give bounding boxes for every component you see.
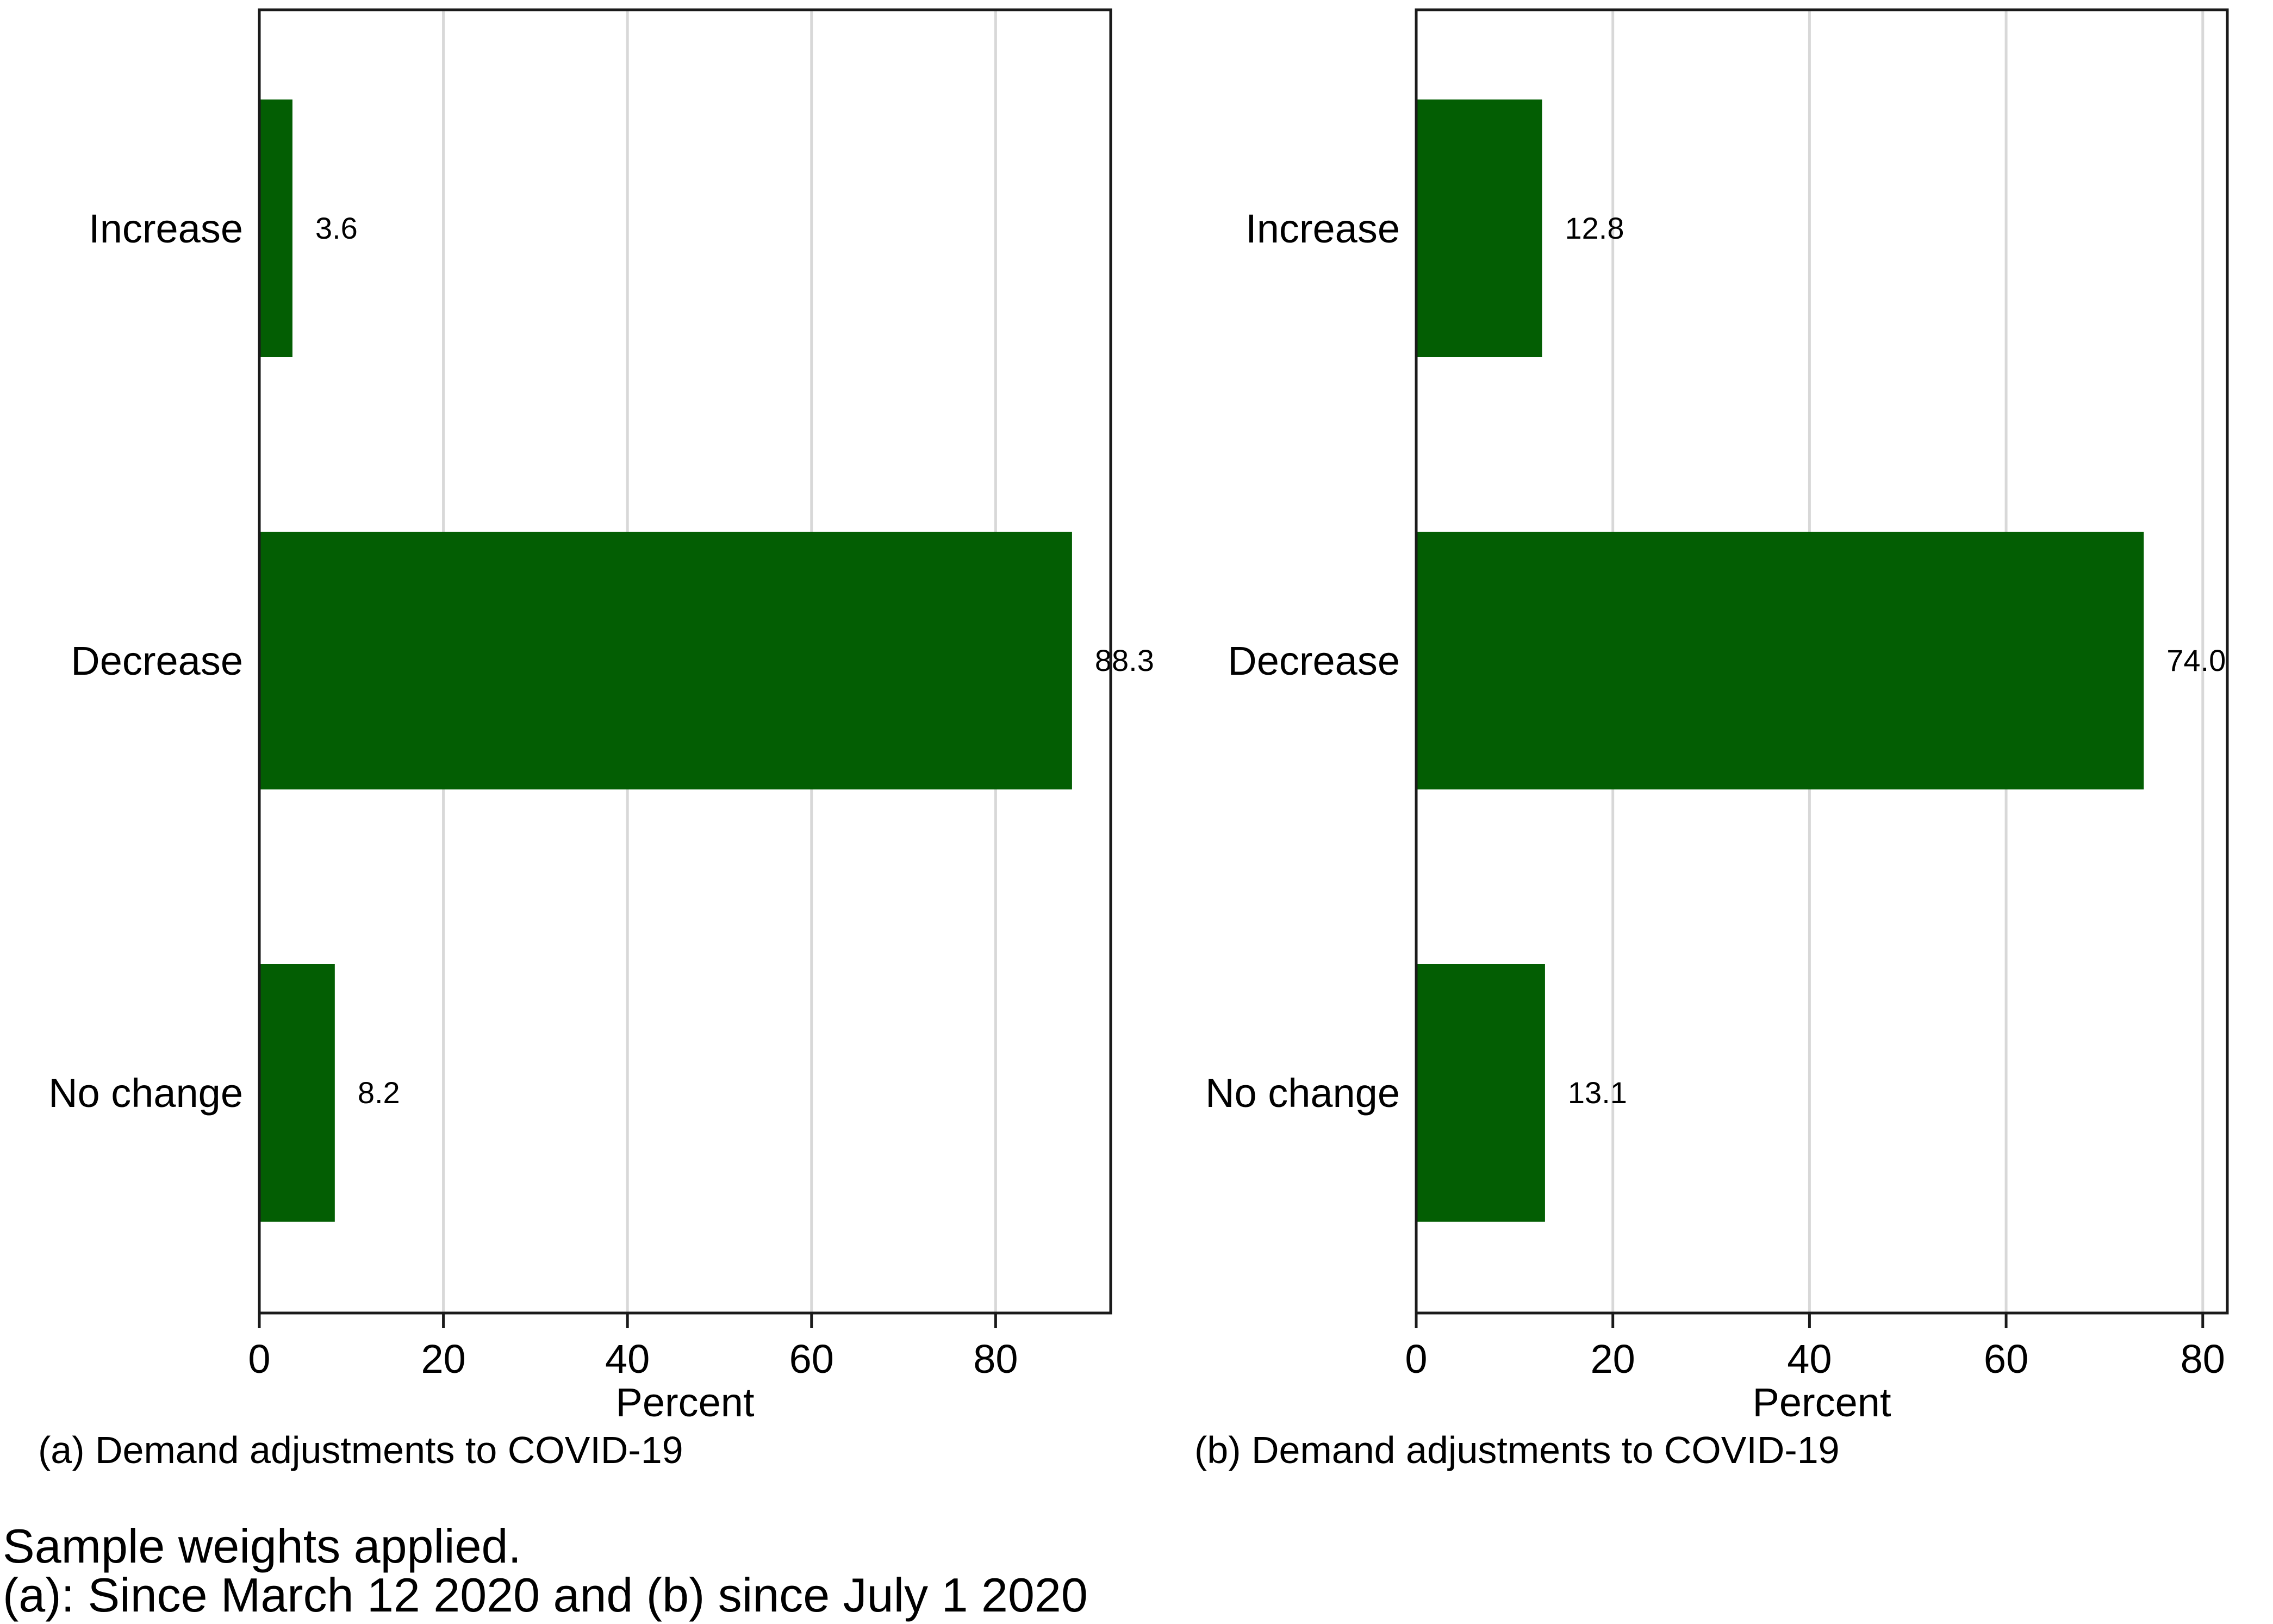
category-label-b-increase: Increase bbox=[1246, 206, 1400, 251]
category-label-a-increase: Increase bbox=[89, 206, 243, 251]
x-tick-label-b-20: 20 bbox=[1591, 1336, 1635, 1382]
x-tick-label-b-0: 0 bbox=[1405, 1336, 1427, 1382]
chart-panel-a: 3.6 Increase 88.3 Decrease 8.2 No change 0 20 40… bbox=[48, 8, 1154, 1425]
bar-a-no-change bbox=[259, 964, 335, 1222]
x-tick-label-a-0: 0 bbox=[248, 1336, 270, 1382]
x-tick-label-a-20: 20 bbox=[421, 1336, 465, 1382]
x-tick-label-b-40: 40 bbox=[1787, 1336, 1832, 1382]
category-label-b-no-change: No change bbox=[1205, 1071, 1400, 1116]
x-axis-title-a: Percent bbox=[615, 1380, 754, 1425]
category-label-a-no-change: No change bbox=[48, 1071, 243, 1116]
bar-a-increase bbox=[259, 99, 292, 357]
panel-a-caption: (a) Demand adjustments to COVID-19 bbox=[38, 1429, 683, 1471]
value-label-a-increase: 3.6 bbox=[315, 211, 358, 245]
value-label-a-no-change: 8.2 bbox=[358, 1075, 400, 1110]
x-tick-label-a-40: 40 bbox=[605, 1336, 650, 1382]
bar-b-no-change bbox=[1416, 964, 1545, 1222]
panel-b-caption: (b) Demand adjustments to COVID-19 bbox=[1194, 1429, 1840, 1471]
value-label-b-decrease: 74.0 bbox=[2166, 643, 2226, 677]
x-axis-title-b: Percent bbox=[1752, 1380, 1891, 1425]
x-tick-label-b-60: 60 bbox=[1984, 1336, 2028, 1382]
x-tick-label-a-60: 60 bbox=[789, 1336, 834, 1382]
bar-a-decrease bbox=[259, 532, 1072, 789]
plot-frame-a bbox=[258, 8, 1112, 1315]
note-dates: (a): Since March 12 2020 and (b) since J… bbox=[3, 1568, 1088, 1622]
value-label-b-increase: 12.8 bbox=[1565, 211, 1624, 245]
plot-frame-b bbox=[1415, 8, 2229, 1315]
x-tick-label-a-80: 80 bbox=[973, 1336, 1018, 1382]
x-tick-label-b-80: 80 bbox=[2181, 1336, 2225, 1382]
category-label-b-decrease: Decrease bbox=[1228, 638, 1400, 683]
bar-b-increase bbox=[1416, 99, 1542, 357]
value-label-a-decrease: 88.3 bbox=[1095, 643, 1154, 677]
bar-b-decrease bbox=[1416, 532, 2144, 789]
value-label-b-no-change: 13.1 bbox=[1568, 1075, 1627, 1110]
note-weights: Sample weights applied. bbox=[3, 1519, 521, 1573]
chart-panel-b: 12.8 Increase 74.0 Decrease 13.1 No change 0 20… bbox=[1205, 8, 2229, 1425]
category-label-a-decrease: Decrease bbox=[71, 638, 243, 683]
